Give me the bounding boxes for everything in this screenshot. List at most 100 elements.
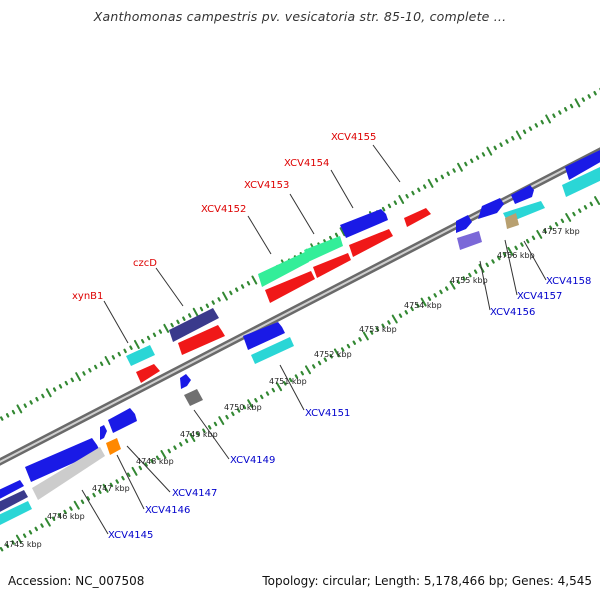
- tick-mark: [581, 97, 586, 102]
- gene-label-xcv4158[interactable]: XCV4158: [546, 276, 591, 287]
- feature-navy[interactable]: [169, 308, 219, 342]
- gene-label-xynB1[interactable]: xynB1: [72, 291, 103, 302]
- tick-mark: [121, 475, 125, 481]
- tick-mark: [468, 272, 472, 278]
- tick-mark: [439, 289, 443, 295]
- tick-mark: [146, 335, 151, 341]
- tick-mark: [563, 107, 568, 112]
- feature-red[interactable]: [313, 253, 351, 278]
- tick-mark: [558, 110, 562, 115]
- tick-mark: [205, 303, 210, 309]
- feature-navy[interactable]: [0, 490, 28, 515]
- tick-mark: [129, 345, 133, 350]
- gene-label-xcv4156[interactable]: XCV4156: [490, 307, 535, 318]
- feature-green[interactable]: [304, 236, 343, 262]
- feature-blue[interactable]: [565, 150, 600, 180]
- tick-mark: [88, 367, 92, 373]
- feature-blue[interactable]: [340, 209, 388, 238]
- tick-mark: [247, 399, 254, 409]
- gene-label-xcv4154[interactable]: XCV4154: [284, 158, 329, 169]
- tick-mark: [540, 119, 544, 125]
- feature-gray[interactable]: [184, 389, 203, 406]
- tick-mark: [446, 171, 450, 176]
- feature-teal[interactable]: [126, 345, 155, 366]
- tick-mark: [398, 194, 405, 204]
- feature-blue[interactable]: [100, 425, 107, 440]
- feature-red[interactable]: [404, 208, 431, 227]
- tick-mark: [462, 276, 466, 281]
- tick-mark: [560, 218, 565, 224]
- tick-mark: [593, 90, 597, 96]
- feature-blue[interactable]: [511, 185, 534, 204]
- feature-blue[interactable]: [456, 215, 472, 233]
- tick-mark: [236, 408, 241, 413]
- tick-mark: [23, 403, 27, 408]
- feature-blue[interactable]: [180, 374, 191, 389]
- gene-label-xcv4149[interactable]: XCV4149: [230, 455, 275, 466]
- feature-orange[interactable]: [106, 438, 121, 455]
- tick-mark: [515, 130, 522, 140]
- tick-mark: [294, 374, 299, 379]
- tick-mark: [577, 208, 582, 213]
- tick-mark: [109, 482, 114, 488]
- tick-mark: [312, 364, 316, 369]
- tick-mark: [485, 262, 490, 268]
- tick-mark: [387, 203, 392, 209]
- tick-mark: [416, 303, 420, 308]
- feature-teal[interactable]: [251, 337, 294, 364]
- tick-mark: [381, 323, 385, 329]
- scale-label: 4745 kbp: [4, 540, 42, 549]
- tick-mark: [531, 235, 536, 241]
- feature-red[interactable]: [349, 229, 393, 257]
- tick-mark: [552, 113, 556, 118]
- feature-red[interactable]: [136, 364, 160, 383]
- accession-text: Accession: NC_007508: [8, 574, 145, 588]
- tick-mark: [469, 158, 474, 164]
- gene-label-xcv4152[interactable]: XCV4152: [201, 204, 246, 215]
- feature-blue[interactable]: [478, 198, 504, 219]
- tick-mark: [225, 414, 229, 420]
- tick-mark: [507, 246, 514, 256]
- feature-teal[interactable]: [562, 167, 600, 197]
- tick-mark: [22, 533, 27, 538]
- feature-blue[interactable]: [243, 322, 285, 350]
- tick-mark: [329, 354, 333, 359]
- gene-label-xcv4153[interactable]: XCV4153: [244, 180, 289, 191]
- tick-mark: [141, 338, 145, 344]
- feature-blue[interactable]: [108, 408, 137, 433]
- feature-blue[interactable]: [0, 480, 24, 502]
- tick-mark: [144, 462, 148, 467]
- tick-mark: [304, 365, 312, 375]
- tick-mark: [445, 286, 449, 291]
- gene-label-czcD[interactable]: czcD: [133, 258, 157, 269]
- tick-mark: [92, 492, 96, 498]
- tick-mark: [522, 129, 527, 135]
- tick-mark: [334, 232, 339, 238]
- feature-purple[interactable]: [457, 231, 482, 250]
- tick-mark: [34, 526, 39, 532]
- gene-label-xcv4157[interactable]: XCV4157: [517, 291, 562, 302]
- label-connectors: [81, 144, 547, 535]
- feature-lightgray[interactable]: [32, 447, 105, 500]
- tick-mark: [329, 235, 333, 241]
- gene-label-xcv4146[interactable]: XCV4146: [145, 505, 190, 516]
- gene-label-xcv4155[interactable]: XCV4155: [331, 132, 376, 143]
- feature-tan[interactable]: [505, 213, 519, 229]
- tick-mark: [434, 177, 439, 183]
- feature-teal[interactable]: [0, 501, 32, 528]
- feature-red[interactable]: [265, 271, 315, 303]
- feature-red[interactable]: [178, 325, 225, 355]
- gene-label-xcv4151[interactable]: XCV4151: [305, 408, 350, 419]
- tick-mark: [70, 377, 74, 383]
- tick-mark: [64, 380, 69, 386]
- tick-mark: [410, 306, 414, 312]
- gene-label-xcv4145[interactable]: XCV4145: [108, 530, 153, 541]
- feature-green[interactable]: [258, 252, 309, 287]
- tick-mark: [594, 196, 600, 206]
- gene-label-xcv4147[interactable]: XCV4147: [172, 488, 217, 499]
- tick-mark: [259, 394, 264, 400]
- tick-mark: [346, 343, 351, 349]
- tick-mark: [213, 421, 218, 427]
- feature-blue[interactable]: [25, 438, 100, 482]
